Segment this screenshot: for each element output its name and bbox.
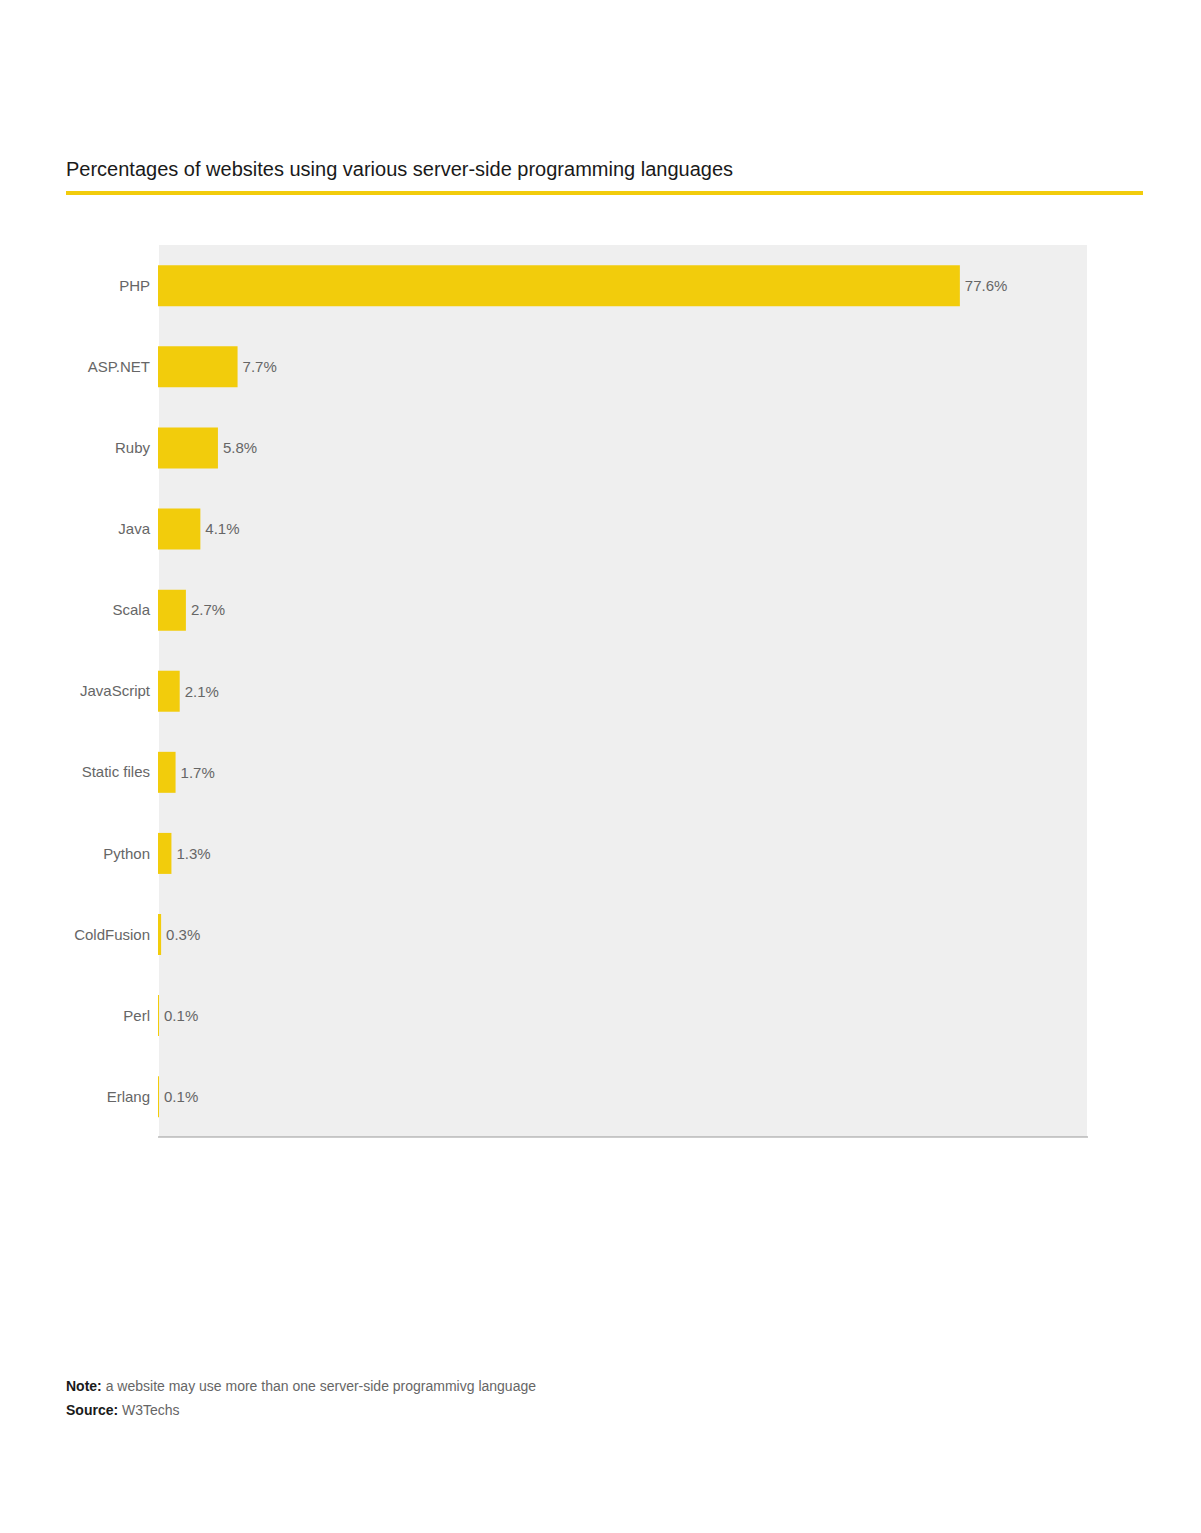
svg-text:2.7%: 2.7% [191, 601, 225, 618]
svg-text:Static files: Static files [82, 763, 150, 780]
svg-text:0.1%: 0.1% [164, 1007, 198, 1024]
svg-text:5.8%: 5.8% [223, 439, 257, 456]
svg-text:Erlang: Erlang [107, 1088, 150, 1105]
svg-text:0.3%: 0.3% [166, 926, 200, 943]
svg-text:ColdFusion: ColdFusion [74, 926, 150, 943]
svg-text:Scala: Scala [112, 601, 150, 618]
svg-text:JavaScript: JavaScript [80, 682, 151, 699]
html-text:Note: a website may use more t: Note: a website may use more than one se… [66, 1378, 536, 1394]
svg-text:Ruby: Ruby [115, 439, 151, 456]
svg-text:0.1%: 0.1% [164, 1088, 198, 1105]
svg-text:4.1%: 4.1% [205, 520, 239, 537]
svg-text:PHP: PHP [119, 277, 150, 294]
html-text:Percentages of websites using: Percentages of websites using various se… [66, 158, 733, 180]
svg-text:ASP.NET: ASP.NET [88, 358, 150, 375]
svg-text:Python: Python [103, 845, 150, 862]
svg-text:Java: Java [118, 520, 150, 537]
svg-text:7.7%: 7.7% [243, 358, 277, 375]
svg-text:1.3%: 1.3% [176, 845, 210, 862]
svg-text:Perl: Perl [123, 1007, 150, 1024]
svg-text:2.1%: 2.1% [185, 683, 219, 700]
html-text:Source: W3Techs: Source: W3Techs [66, 1402, 180, 1418]
svg-text:77.6%: 77.6% [965, 277, 1008, 294]
svg-text:1.7%: 1.7% [181, 764, 215, 781]
